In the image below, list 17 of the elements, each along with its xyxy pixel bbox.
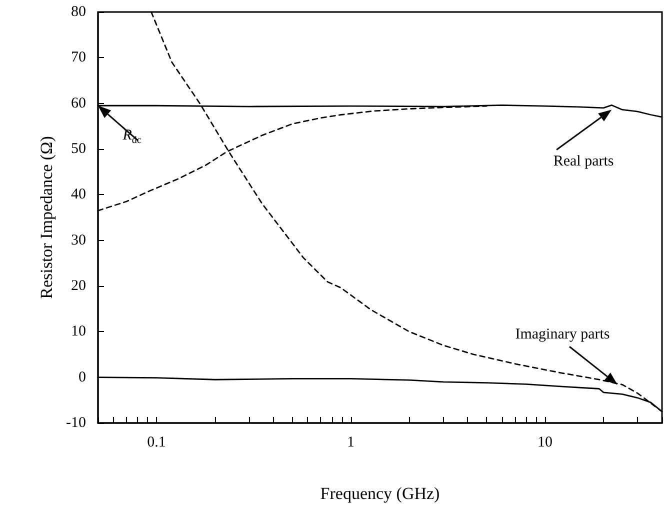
y-tick-label: 70 bbox=[71, 50, 86, 66]
y-tick-label: 50 bbox=[71, 141, 86, 157]
x-tick-label: 0.1 bbox=[147, 434, 166, 450]
x-axis-title: Frequency (GHz) bbox=[320, 484, 440, 503]
y-tick-label: 20 bbox=[71, 278, 86, 294]
y-tick-label: 0 bbox=[78, 369, 86, 386]
x-tick-label: 10 bbox=[538, 434, 553, 450]
y-tick-label: 40 bbox=[71, 186, 86, 203]
annotation: Imaginary parts bbox=[515, 326, 610, 343]
annotation: Real parts bbox=[553, 154, 614, 170]
y-tick-label: 80 bbox=[71, 4, 86, 20]
x-tick-label: 1 bbox=[347, 434, 355, 450]
y-tick-label: 10 bbox=[71, 324, 86, 340]
y-tick-label: 60 bbox=[71, 95, 86, 112]
y-tick-label: -10 bbox=[66, 415, 86, 431]
y-tick-label: 30 bbox=[71, 232, 86, 248]
y-axis-title: Resistor Impedance (Ω) bbox=[37, 136, 56, 299]
